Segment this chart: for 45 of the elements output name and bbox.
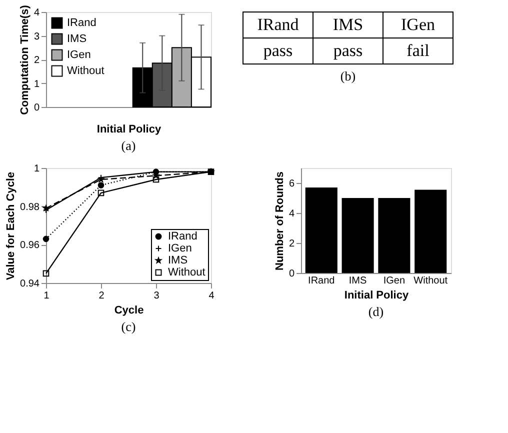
y-tick-label: 6: [288, 178, 295, 190]
y-tick-label: 0: [288, 268, 295, 280]
text: (b): [340, 68, 356, 84]
category-label: IMS: [332, 15, 364, 34]
text: (c): [121, 319, 136, 334]
y-tick-label: 0.96: [20, 240, 40, 252]
x-axis-title: Cycle: [114, 304, 144, 316]
x-tick-label: IGen: [383, 276, 406, 286]
x-tick-label: 2: [98, 290, 105, 302]
legend-label: IRand: [67, 17, 96, 29]
y-tick-label: 3: [34, 31, 40, 42]
legend-label: IRand: [168, 230, 198, 242]
text: fail: [406, 41, 430, 60]
text: (d): [368, 304, 384, 319]
y-axis-title: Value for Each Cycle: [5, 172, 18, 280]
x-tick-label: 1: [44, 290, 50, 302]
legend-label: IMS: [67, 33, 87, 45]
legend-label: IGen: [168, 242, 192, 254]
x-tick-label: Without: [414, 276, 448, 286]
legend-label: IGen: [67, 49, 91, 61]
x-tick-label: 4: [208, 290, 215, 302]
x-tick-label: IMS: [348, 276, 368, 286]
legend-label: IMS: [168, 254, 188, 266]
category-label: IRand: [257, 15, 300, 34]
y-tick-label: 2: [288, 238, 295, 250]
y-axis-title: Computation Time(s): [18, 4, 31, 115]
y-tick-label: 4: [34, 8, 40, 18]
y-tick-label: 4: [288, 208, 295, 220]
text: pass: [333, 41, 363, 60]
x-tick-label: IRand: [308, 276, 335, 286]
category-label: IGen: [401, 15, 436, 34]
y-tick-label: 0.98: [20, 202, 40, 213]
y-tick-label: 2: [34, 55, 40, 66]
x-axis-title: Initial Policy: [344, 290, 410, 302]
x-tick-label: 3: [154, 290, 160, 302]
text: (a): [121, 138, 136, 153]
legend-label: Without: [67, 65, 104, 77]
y-tick-label: 1: [34, 78, 40, 90]
x-axis-title: Initial Policy: [96, 124, 162, 136]
y-tick-label: 1: [34, 164, 40, 174]
legend-label: Without: [168, 266, 206, 278]
y-axis-title: Number of Rounds: [274, 172, 286, 270]
y-tick-label: 0.94: [20, 278, 40, 290]
text: pass: [263, 41, 293, 60]
y-tick-label: 0: [34, 102, 40, 114]
